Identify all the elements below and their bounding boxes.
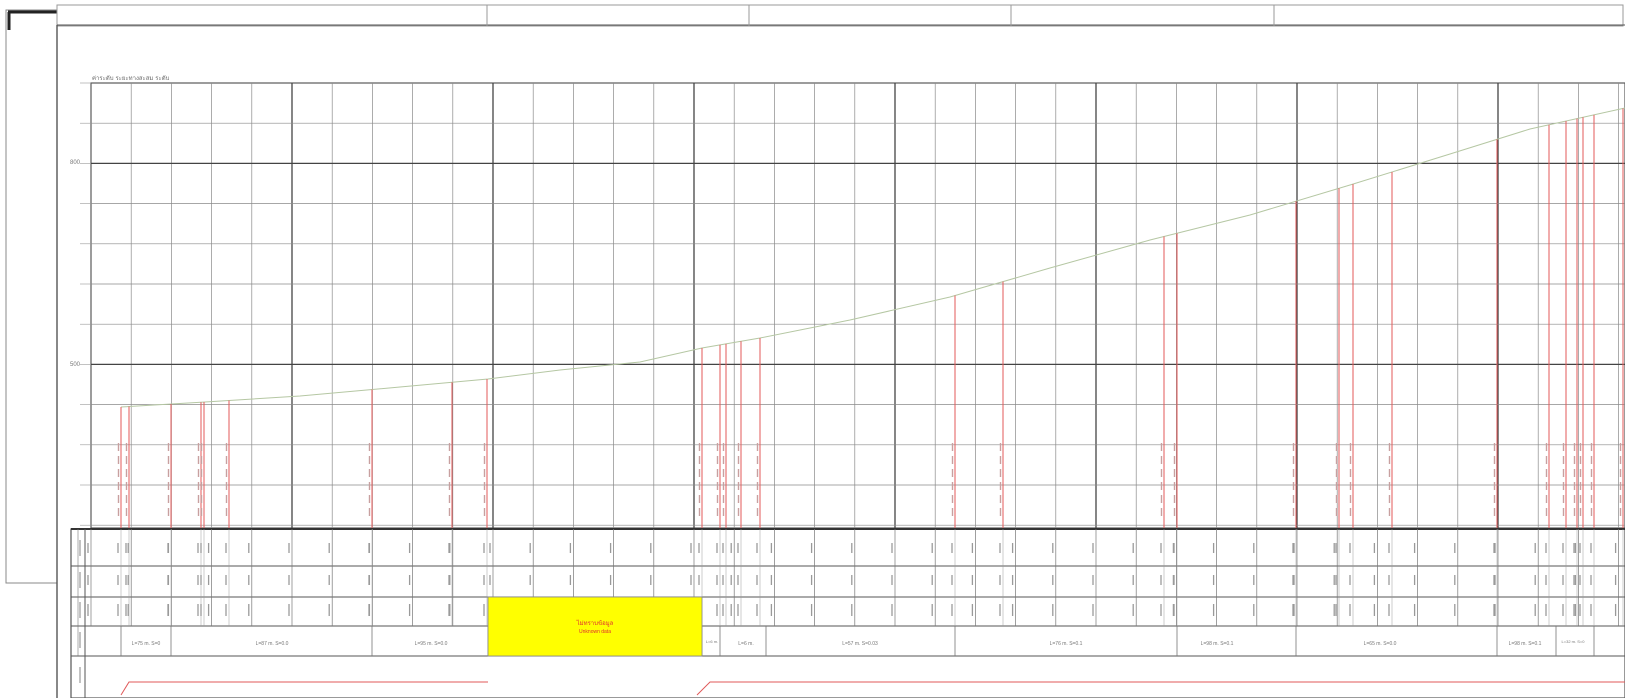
bottom-guide-lines	[120, 681, 1625, 696]
segment-label: L=95 m. S=0.0	[415, 641, 448, 647]
table-station-values	[79, 540, 1617, 683]
y-axis-label-upper: 800	[70, 160, 81, 166]
profile-grid	[80, 82, 1625, 529]
header-dividers	[486, 5, 1275, 26]
sheet-frames	[5, 4, 1625, 698]
segment-label: L=6 m.	[738, 641, 753, 647]
segment-label: L=75 m. S=0	[132, 641, 161, 647]
segment-label: L=57 m. S=0.03	[842, 641, 878, 647]
segment-label: L=98 m. S=0.1	[1201, 641, 1234, 647]
ground-profile-line	[120, 107, 1625, 408]
segment-label: L=76 m. S=0.1	[1050, 641, 1083, 647]
highlight-label-bottom: Unknown data	[579, 629, 611, 635]
segment-label: L=6 m.	[706, 639, 718, 644]
drawing-header-note: ค่าระดับ ระยะทางสะสม ระดับ	[92, 75, 170, 82]
segment-labels-row: L=75 m. S=0 L=87 m. S=0.0 L=95 m. S=0.0 …	[132, 639, 1586, 647]
grid-border	[90, 82, 1625, 529]
segment-label: L=87 m. S=0.0	[256, 641, 289, 647]
segment-label: L=98 m. S=0.1	[1509, 641, 1542, 647]
highlight-label-top: ไม่ทราบข้อมูล	[576, 619, 614, 627]
segment-label: L=65 m. S=0.0	[1364, 641, 1397, 647]
profile-data-table	[70, 528, 1625, 698]
y-axis-label-lower: 500	[70, 362, 81, 368]
station-stake-lines	[117, 108, 1624, 528]
unknown-data-highlight: ไม่ทราบข้อมูล Unknown data	[487, 596, 703, 657]
segment-label: L=32 m. S=0	[1562, 639, 1586, 644]
ground-profile-path	[120, 107, 1625, 408]
